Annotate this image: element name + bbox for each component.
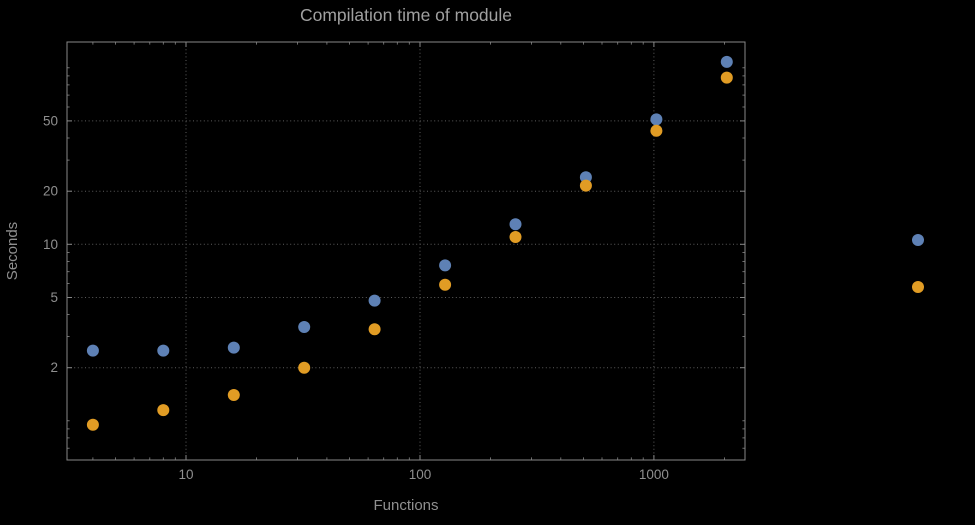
y-axis-label: Seconds	[4, 221, 21, 281]
data-point-series-2	[509, 231, 522, 243]
data-point-series-2	[439, 278, 452, 291]
data-point-series-2	[650, 124, 663, 137]
y-tick-label: 5	[50, 290, 58, 305]
y-tick-label: 10	[43, 237, 58, 252]
legend-marker-series-1	[912, 234, 924, 246]
legend-marker-series-2	[912, 281, 924, 293]
data-point-series-1	[579, 171, 592, 184]
data-point-series-2	[86, 418, 99, 431]
plot-frame	[66, 41, 746, 461]
y-tick-label: 2	[50, 360, 58, 375]
data-point-series-2	[298, 361, 311, 374]
data-point-series-2	[368, 323, 381, 336]
x-tick-label: 1000	[639, 467, 669, 482]
chart-title: Compilation time of module	[299, 5, 513, 25]
data-point-series-1	[439, 259, 452, 272]
data-point-series-1	[86, 344, 99, 357]
data-point-series-1	[227, 341, 240, 354]
x-axis-label: Functions	[373, 497, 439, 514]
data-point-series-2	[720, 71, 733, 84]
y-tick-label: 20	[43, 184, 58, 199]
data-point-series-2	[227, 389, 240, 401]
data-point-series-1	[157, 344, 170, 357]
x-tick-label: 100	[409, 467, 432, 482]
y-tick-label: 50	[43, 113, 58, 128]
data-point-series-1	[509, 218, 522, 231]
data-point-series-1	[368, 294, 381, 307]
data-point-series-1	[650, 113, 663, 126]
data-point-series-2	[579, 179, 592, 192]
data-point-series-1	[298, 321, 311, 333]
x-tick-label: 10	[178, 467, 193, 482]
data-point-series-1	[720, 55, 733, 68]
data-point-series-2	[157, 404, 170, 417]
